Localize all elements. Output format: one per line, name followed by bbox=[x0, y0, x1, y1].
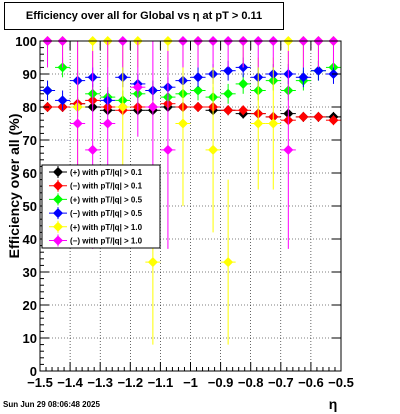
x-tick-label: −1.3 bbox=[87, 375, 113, 390]
legend-marker bbox=[53, 180, 63, 191]
grid bbox=[40, 41, 341, 371]
data-point bbox=[223, 65, 234, 76]
x-tick-label: −1 bbox=[183, 375, 198, 390]
legend: (+) with pT/|q| > 0.1 (−) with pT/|q| > 0… bbox=[41, 164, 161, 249]
data-point bbox=[313, 111, 324, 122]
legend-marker bbox=[53, 194, 63, 205]
legend-entry: (−) with pT/|q| > 0.5 bbox=[49, 207, 143, 220]
data-point bbox=[162, 144, 173, 155]
data-point bbox=[177, 118, 188, 129]
data-point bbox=[238, 78, 249, 89]
data-point bbox=[298, 72, 309, 83]
data-point bbox=[208, 144, 219, 155]
legend-entry: (−) with pT/|q| > 0.1 bbox=[49, 179, 143, 192]
data-point bbox=[42, 85, 53, 96]
y-tick-label: 70 bbox=[23, 133, 37, 148]
legend-box bbox=[41, 164, 161, 249]
legend-label: (+) with pT/|q| > 1.0 bbox=[70, 223, 143, 232]
y-tick-label: 10 bbox=[23, 331, 37, 346]
data-point bbox=[298, 111, 309, 122]
y-tick-label: 50 bbox=[23, 199, 37, 214]
data-point bbox=[328, 115, 339, 126]
y-tick-label: 60 bbox=[23, 166, 37, 181]
legend-label: (−) with pT/|q| > 1.0 bbox=[70, 237, 143, 246]
data-point bbox=[223, 257, 234, 268]
legend-entry: (+) with pT/|q| > 0.5 bbox=[49, 193, 143, 206]
y-tick-label: 80 bbox=[23, 100, 37, 115]
data-point bbox=[283, 144, 294, 155]
data-point bbox=[147, 257, 158, 268]
data-point bbox=[72, 118, 83, 129]
legend-entry: (+) with pT/|q| > 0.1 bbox=[49, 166, 143, 178]
data-point bbox=[313, 65, 324, 76]
y-tick-label: 90 bbox=[23, 67, 37, 82]
y-tick-label: 100 bbox=[15, 34, 37, 49]
data-point bbox=[238, 105, 249, 116]
data-point bbox=[253, 118, 264, 129]
legend-label: (−) with pT/|q| > 0.1 bbox=[70, 182, 143, 191]
x-tick-label: −1.1 bbox=[148, 375, 174, 390]
axes: −1.5 −1.4 −1.3 −1.2 −1.1 −1 −0.9 −0.8 −0.7 −0.6 −0… bbox=[15, 34, 354, 390]
y-axis-label: Efficiency over all (%) bbox=[6, 114, 22, 259]
legend-label: (−) with pT/|q| > 0.5 bbox=[70, 209, 143, 218]
footer-date: Sun Jun 29 08:06:48 2025 bbox=[3, 400, 100, 409]
y-tick-label: 0 bbox=[30, 364, 37, 379]
legend-label: (+) with pT/|q| > 0.1 bbox=[70, 168, 143, 177]
x-tick-label: −1.4 bbox=[57, 375, 83, 390]
data-point bbox=[87, 144, 98, 155]
data-point bbox=[223, 105, 234, 116]
data-point bbox=[102, 118, 113, 129]
data-point bbox=[193, 85, 204, 96]
y-tick-label: 20 bbox=[23, 298, 37, 313]
x-tick-label: −1.2 bbox=[117, 375, 143, 390]
x-tick-label: −0.7 bbox=[268, 375, 294, 390]
data-point bbox=[147, 102, 158, 112]
x-tick-label: −0.6 bbox=[298, 375, 324, 390]
data-point bbox=[193, 102, 204, 112]
chart-title: Efficiency over all for Global vs η at p… bbox=[4, 2, 284, 30]
data-point bbox=[223, 88, 234, 99]
x-tick-label: −0.9 bbox=[208, 375, 234, 390]
data-point bbox=[193, 72, 204, 83]
x-tick-label: −0.8 bbox=[238, 375, 264, 390]
data-point bbox=[57, 95, 68, 106]
legend-marker bbox=[53, 167, 63, 177]
legend-entry: (+) with pT/|q| > 1.0 bbox=[49, 220, 143, 233]
legend-marker bbox=[53, 221, 63, 232]
legend-label: (+) with pT/|q| > 0.5 bbox=[70, 195, 143, 204]
y-tick-label: 40 bbox=[23, 232, 37, 247]
data-point bbox=[132, 82, 143, 93]
y-tick-label: 30 bbox=[23, 265, 37, 280]
data-point bbox=[268, 118, 279, 129]
legend-marker bbox=[53, 235, 63, 246]
x-tick-label: −0.5 bbox=[328, 375, 354, 390]
x-axis-label: η bbox=[329, 396, 338, 412]
legend-entry: (−) with pT/|q| > 1.0 bbox=[49, 234, 143, 247]
data-point bbox=[117, 102, 128, 112]
legend-marker bbox=[53, 208, 63, 219]
x-tick-label: −1.5 bbox=[27, 375, 53, 390]
